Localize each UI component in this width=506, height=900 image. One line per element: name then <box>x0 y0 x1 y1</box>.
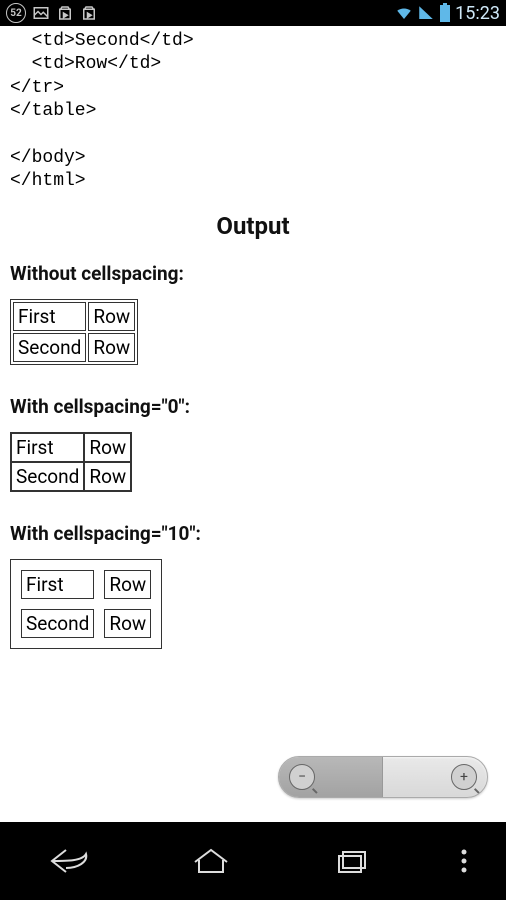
status-bar: 52 15:23 <box>0 0 506 26</box>
wifi-icon <box>395 4 413 22</box>
code-block: <td>Second</td> <td>Row</td> </tr> </tab… <box>10 30 496 194</box>
output-heading: Output <box>10 212 496 240</box>
recent-apps-button[interactable] <box>308 835 394 887</box>
table-row: First Row <box>21 570 151 599</box>
zoom-in-half[interactable]: + <box>383 757 487 797</box>
table-cell: Row <box>88 333 135 362</box>
table-cell: Second <box>21 609 94 638</box>
notification-badge: 52 <box>6 3 26 23</box>
nav-bar <box>0 822 506 900</box>
picture-icon <box>32 4 50 22</box>
demo-table: First Row Second Row <box>10 559 162 649</box>
section-heading: Without cellspacing: <box>10 262 496 285</box>
table-cell: Row <box>84 462 131 491</box>
status-left: 52 <box>6 3 98 23</box>
back-button[interactable] <box>27 835 113 887</box>
status-right: 15:23 <box>395 3 500 24</box>
table-row: SecondRow <box>11 462 131 491</box>
signal-icon <box>417 4 435 22</box>
content-area[interactable]: <td>Second</td> <td>Row</td> </tr> </tab… <box>0 26 506 822</box>
home-button[interactable] <box>168 835 254 887</box>
battery-icon <box>439 3 451 23</box>
table-row: FirstRow <box>11 433 131 462</box>
zoom-out-icon: − <box>289 764 315 790</box>
table-cell: Row <box>104 570 151 599</box>
section-heading: With cellspacing="0": <box>10 395 496 418</box>
zoom-out-half[interactable]: − <box>279 757 383 797</box>
table-cell: Row <box>88 302 135 331</box>
table-cell: First <box>21 570 94 599</box>
zoom-in-icon: + <box>451 764 477 790</box>
table-cell: First <box>11 433 84 462</box>
table-cell: Row <box>104 609 151 638</box>
menu-button[interactable] <box>449 835 479 887</box>
table-cell: First <box>13 302 86 331</box>
clock: 15:23 <box>455 3 500 24</box>
play-store-icon <box>56 4 74 22</box>
table-cell: Second <box>13 333 86 362</box>
table-row: SecondRow <box>13 333 135 362</box>
table-cell: Second <box>11 462 84 491</box>
section-heading: With cellspacing="10": <box>10 522 496 545</box>
zoom-control[interactable]: − + <box>278 756 488 798</box>
play-store-icon-2 <box>80 4 98 22</box>
demo-table: FirstRowSecondRow <box>10 432 132 492</box>
table-row: Second Row <box>21 609 151 638</box>
table-cell: Row <box>84 433 131 462</box>
table-row: FirstRow <box>13 302 135 331</box>
demo-table: FirstRowSecondRow <box>10 299 138 365</box>
